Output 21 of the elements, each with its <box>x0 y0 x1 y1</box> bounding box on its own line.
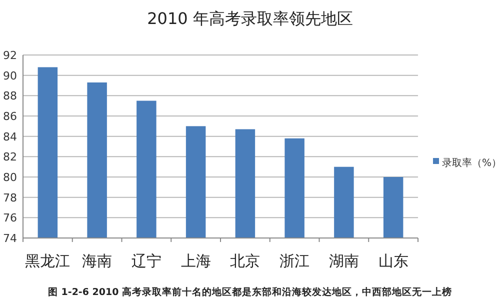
x-tick-label: 海南 <box>82 252 112 270</box>
chart-title: 2010 年高考录取率领先地区 <box>147 9 353 28</box>
y-tick-label: 80 <box>3 171 17 184</box>
y-tick-label: 84 <box>3 130 17 144</box>
x-tick-label: 山东 <box>378 252 408 270</box>
x-tick-label: 辽宁 <box>131 252 162 270</box>
y-tick-label: 74 <box>3 232 17 245</box>
y-tick-label: 82 <box>3 150 17 164</box>
x-tick-label: 浙江 <box>280 252 310 270</box>
y-tick-label: 76 <box>3 212 17 225</box>
y-tick-label: 78 <box>3 191 17 204</box>
y-tick-label: 90 <box>3 69 17 82</box>
x-tick-label: 北京 <box>230 252 260 270</box>
caption: 图 1-2-6 2010 高考录取率前十名的地区都是东部和沿海较发达地区，中西部地区无一上榜 <box>48 286 452 298</box>
x-tick-label: 湖南 <box>328 252 359 270</box>
x-tick-label: 黑龙江 <box>25 252 70 270</box>
y-tick-label: 86 <box>3 110 17 123</box>
x-tick-label: 上海 <box>180 252 211 270</box>
y-tick-label: 88 <box>3 90 17 103</box>
y-tick-label: 92 <box>3 49 17 62</box>
legend-label: 录取率（%） <box>442 157 500 169</box>
